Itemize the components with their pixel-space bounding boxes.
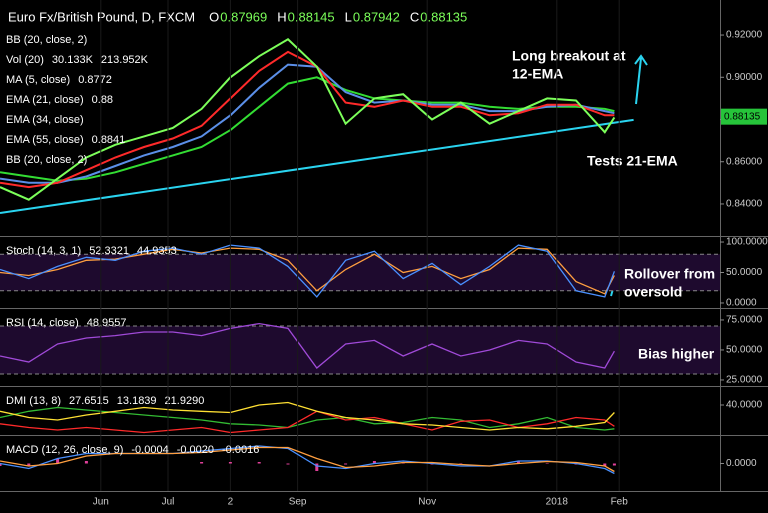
- x-tick-label: 2: [228, 497, 234, 508]
- histogram-bar: [516, 461, 520, 464]
- legend-text: EMA (55, close): [6, 134, 84, 146]
- legend-text: 48.9557: [87, 317, 127, 329]
- y-tick-label: 0.0000: [726, 458, 757, 469]
- legend-text: 0.8841: [92, 134, 126, 146]
- histogram-bar: [228, 462, 232, 464]
- histogram-bar: [612, 463, 616, 466]
- x-tick-label: Jun: [93, 497, 109, 508]
- legend-text: Stoch (14, 3, 1): [6, 245, 81, 257]
- legend-text: 21.9290: [165, 395, 205, 407]
- y-tick-label: 50.0000: [726, 267, 763, 278]
- ohlc-label: O: [209, 9, 219, 24]
- annotation: 12-EMA: [512, 66, 563, 82]
- last-price-label: 0.88135: [724, 111, 761, 122]
- histogram-bar: [27, 463, 31, 466]
- annotation: Long breakout at: [512, 48, 626, 64]
- legend-text: -0.0020: [177, 444, 214, 456]
- x-tick-label: Nov: [418, 497, 436, 508]
- ohlc-value: 0.88145: [288, 9, 335, 24]
- histogram-bar: [286, 463, 290, 465]
- legend-text: MACD (12, 26, close, 9): [6, 444, 123, 456]
- ohlc-value: 0.88135: [420, 9, 467, 24]
- legend-text: 27.6515: [69, 395, 109, 407]
- trendline: [0, 118, 634, 214]
- series-line: [0, 406, 615, 431]
- histogram-bar: [344, 463, 348, 465]
- legend-text: MA (5, close): [6, 74, 70, 86]
- histogram-bar: [200, 462, 204, 464]
- y-tick-label: 0.92000: [726, 30, 763, 41]
- y-tick-label: 50.0000: [726, 345, 763, 356]
- annotation: Rollover from: [624, 266, 715, 282]
- ohlc-label: C: [410, 9, 419, 24]
- legend-text: -0.0004: [131, 444, 168, 456]
- annotation: Tests 21-EMA: [587, 153, 678, 169]
- x-tick-label: Feb: [611, 497, 629, 508]
- x-tick-label: Jul: [162, 497, 175, 508]
- legend-text: 0.88: [92, 94, 113, 106]
- ohlc-label: H: [277, 9, 286, 24]
- band: [0, 325, 720, 374]
- legend-text: 30.133K: [52, 54, 94, 66]
- histogram-bar: [315, 463, 319, 471]
- histogram-bar: [372, 461, 376, 464]
- y-tick-label: 0.0000: [726, 298, 757, 309]
- series-line: [0, 445, 615, 475]
- series-line: [0, 446, 615, 473]
- x-tick-label: Sep: [289, 497, 307, 508]
- y-tick-label: 100.0000: [726, 237, 768, 248]
- y-tick-label: 0.84000: [726, 199, 763, 210]
- annotation: oversold: [624, 284, 682, 300]
- series-line: [0, 401, 615, 431]
- histogram-bar: [603, 463, 607, 466]
- last-price-box: [721, 108, 767, 125]
- chart-title: Euro Fx/British Pound, D, FXCM: [8, 9, 195, 24]
- series-line: [0, 76, 615, 182]
- series-line: [0, 322, 615, 369]
- y-tick-label: 0.90000: [726, 72, 763, 83]
- y-tick-label: 75.0000: [726, 315, 763, 326]
- legend-text: BB (20, close, 2): [6, 154, 87, 166]
- legend-text: EMA (34, close): [6, 114, 84, 126]
- band: [0, 254, 720, 291]
- ohlc-value: 0.87942: [353, 9, 400, 24]
- ohlc-value: 0.87969: [220, 9, 267, 24]
- legend-text: RSI (14, close): [6, 317, 79, 329]
- legend-text: 13.1839: [117, 395, 157, 407]
- x-tick-label: 2018: [546, 497, 569, 508]
- legend-text: BB (20, close, 2): [6, 34, 87, 46]
- series-line: [0, 244, 616, 298]
- legend-text: EMA (21, close): [6, 94, 84, 106]
- y-tick-label: 25.0000: [726, 375, 763, 386]
- y-tick-label: 40.0000: [726, 400, 763, 411]
- ohlc-label: L: [345, 9, 352, 24]
- y-tick-label: 0.86000: [726, 156, 763, 167]
- legend-text: -0.0016: [222, 444, 259, 456]
- annotation: Bias higher: [638, 346, 715, 362]
- legend-text: 44.9353: [137, 245, 177, 257]
- legend-text: DMI (13, 8): [6, 395, 61, 407]
- histogram-bar: [545, 463, 549, 464]
- legend-text: 0.8772: [78, 74, 112, 86]
- legend-text: Vol (20): [6, 54, 44, 66]
- series-line: [0, 38, 616, 201]
- legend-text: 52.3321: [89, 245, 129, 257]
- histogram-bar: [56, 458, 60, 464]
- histogram-bar: [257, 462, 261, 464]
- legend-text: 213.952K: [101, 54, 149, 66]
- histogram-bar: [84, 461, 88, 464]
- histogram-bar: [0, 463, 2, 466]
